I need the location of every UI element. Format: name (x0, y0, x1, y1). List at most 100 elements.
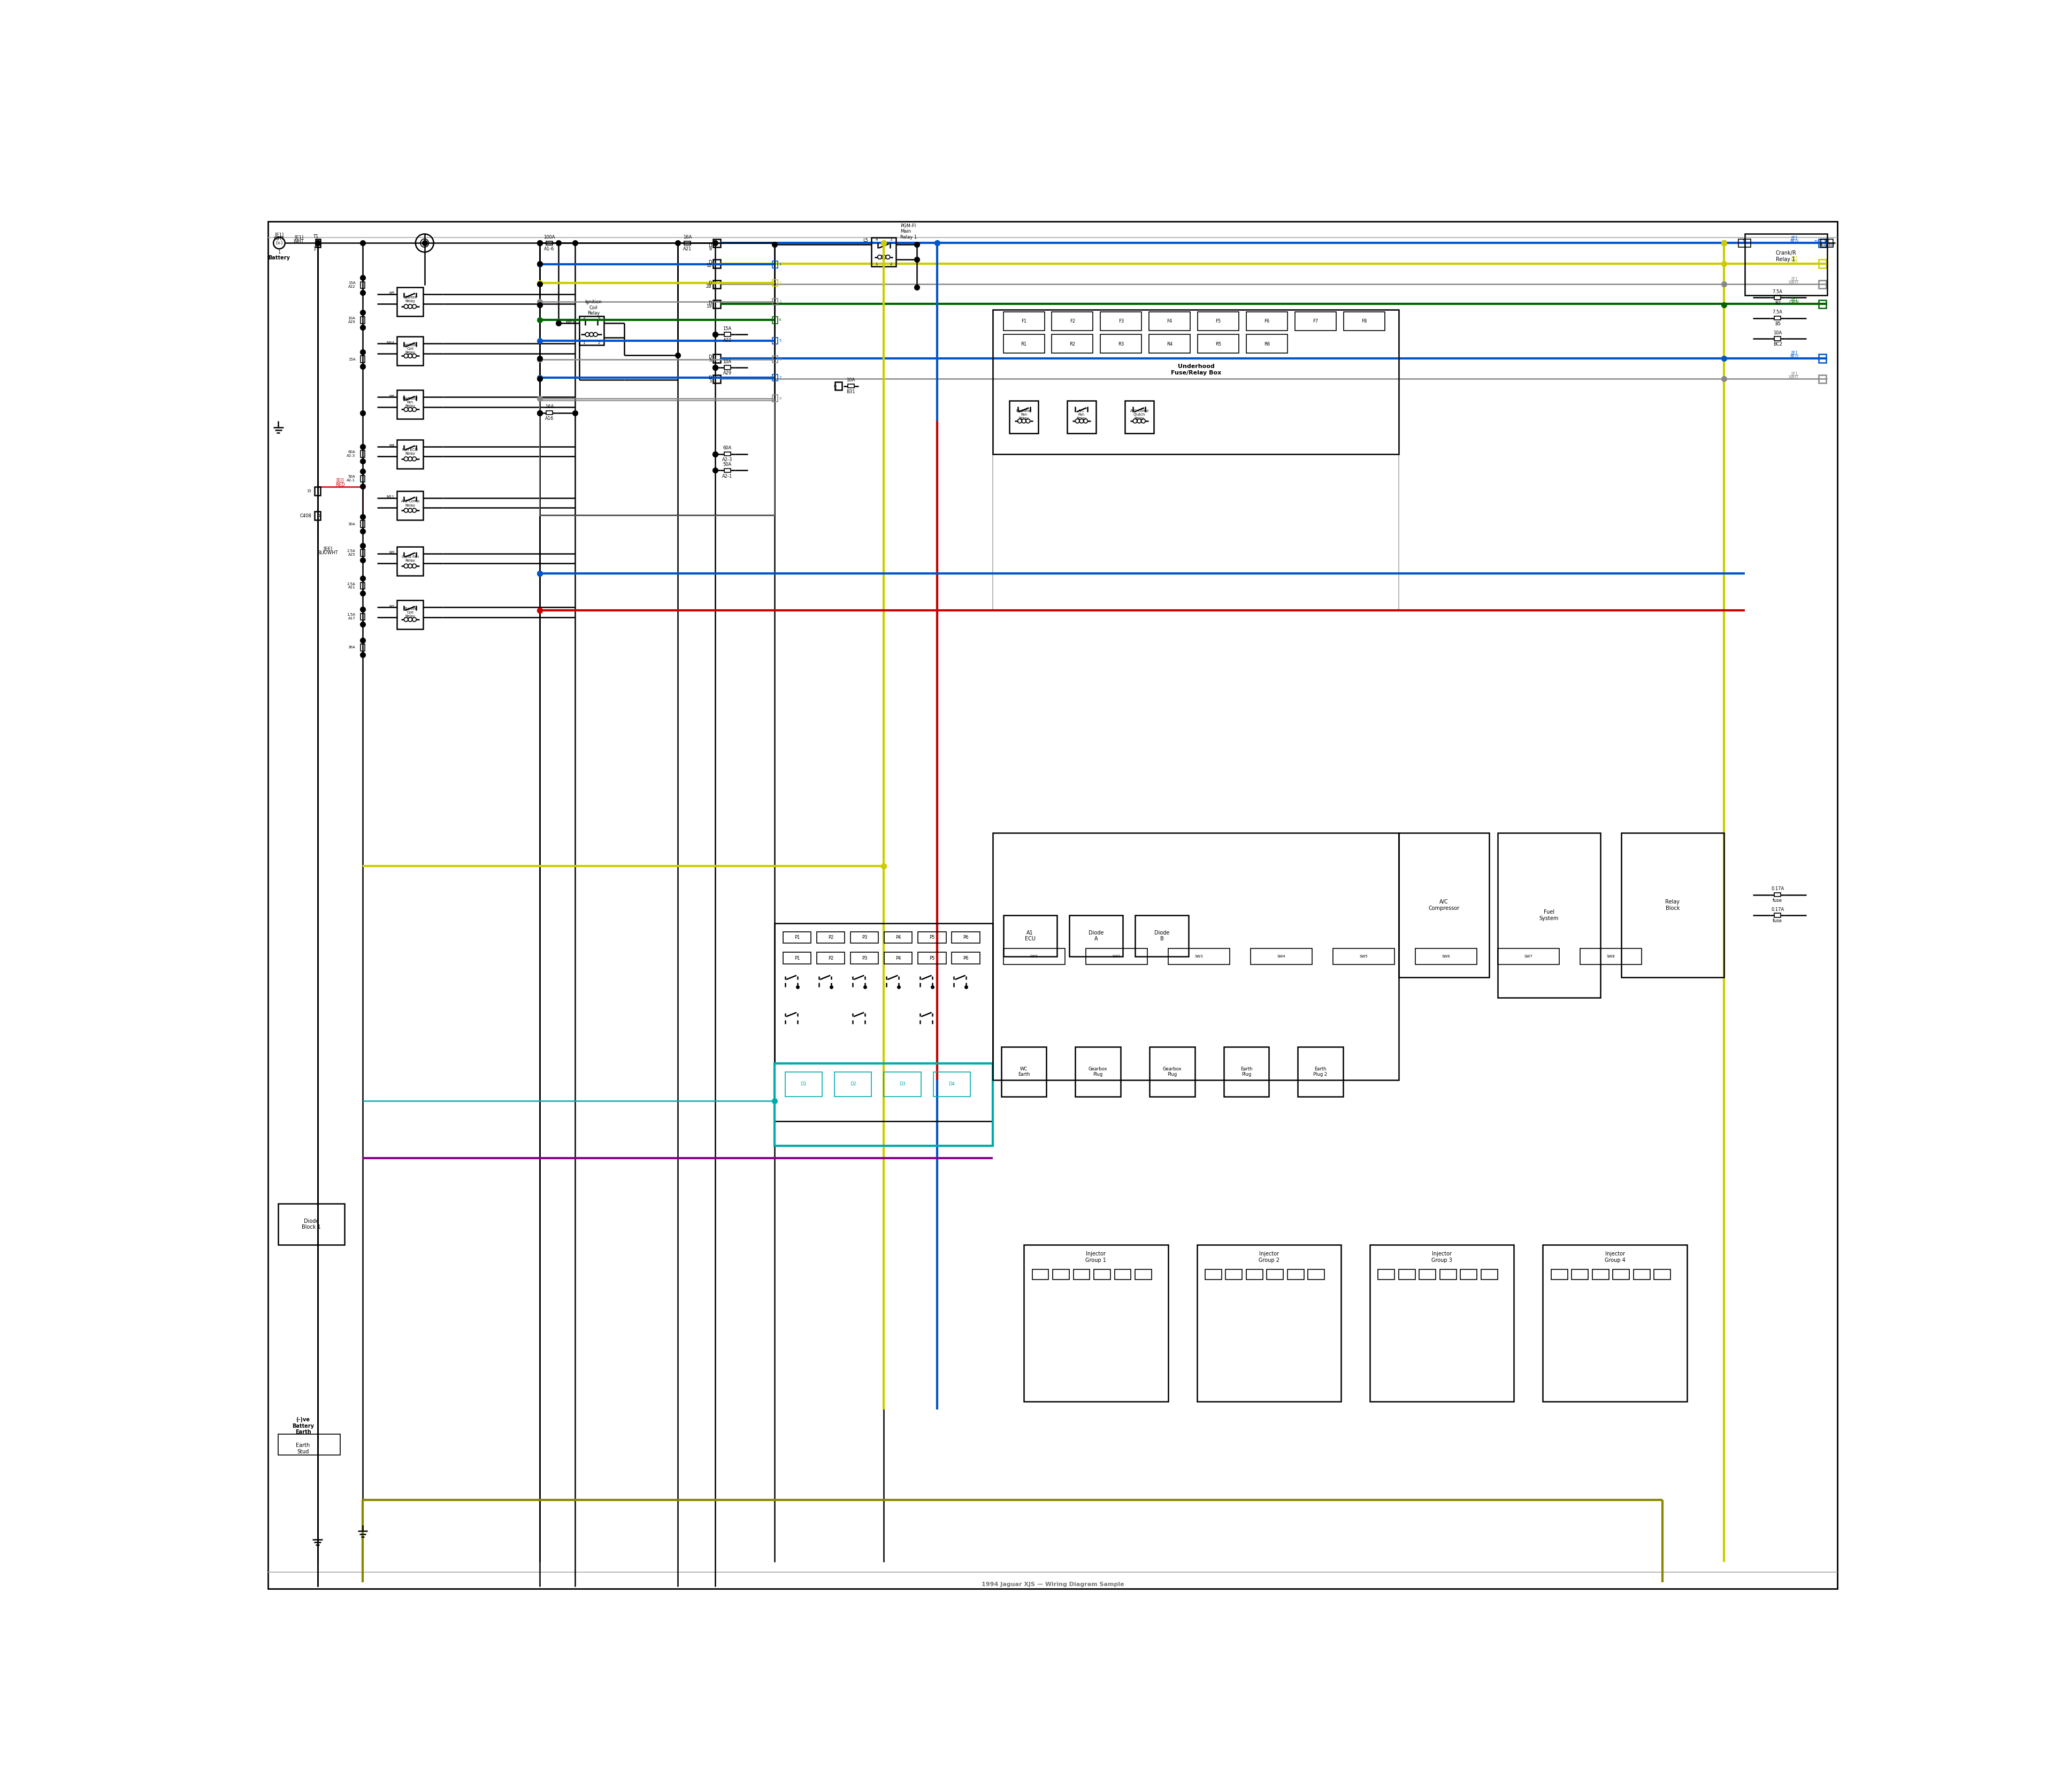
Text: Earth
Plug: Earth Plug (1241, 1066, 1253, 1077)
Text: 1: 1 (583, 340, 585, 344)
Text: 28: 28 (707, 283, 711, 289)
Bar (1101, 335, 1142, 353)
Bar (1818, 355, 1826, 362)
Text: [E]: [E] (1791, 351, 1797, 355)
Bar (316, 238, 320, 247)
Text: F7: F7 (1313, 319, 1319, 324)
Text: WHT: WHT (1789, 375, 1799, 380)
Text: 30A: 30A (347, 521, 355, 525)
Text: F4: F4 (1167, 319, 1173, 324)
Bar (1775, 337, 1781, 340)
Text: M44: M44 (565, 321, 575, 326)
Bar (1818, 260, 1826, 267)
Bar (1224, 1047, 1269, 1097)
Text: P1: P1 (795, 955, 799, 961)
Text: D: D (709, 260, 711, 265)
Text: A29: A29 (723, 371, 731, 376)
Text: 7.5A: 7.5A (1773, 289, 1783, 294)
Bar (918, 952, 947, 964)
Bar (774, 1063, 992, 1145)
Bar (772, 375, 778, 382)
Text: Gearbox
Plug: Gearbox Plug (1089, 1066, 1107, 1077)
Text: 16A: 16A (544, 405, 555, 409)
Text: SW8: SW8 (1606, 955, 1614, 959)
Bar (1197, 312, 1239, 330)
Text: 15A: 15A (723, 326, 731, 332)
Text: D3: D3 (900, 1082, 906, 1086)
Bar (1592, 1269, 1608, 1279)
Text: WHT: WHT (1789, 280, 1799, 285)
Text: A21: A21 (684, 247, 692, 251)
Text: Earth
Stud: Earth Stud (296, 1443, 310, 1455)
Text: BC2: BC2 (1773, 342, 1783, 348)
Text: D4: D4 (949, 1082, 955, 1086)
Bar (772, 317, 778, 323)
Text: 2.5A
A25: 2.5A A25 (347, 550, 355, 556)
Text: A/C
Compressor: A/C Compressor (1428, 900, 1460, 910)
Text: Fan ECO
Relay: Fan ECO Relay (403, 448, 417, 455)
Text: A1-6: A1-6 (544, 247, 555, 251)
Text: 1: 1 (312, 247, 316, 251)
Text: WHT: WHT (294, 238, 304, 244)
Text: D: D (1814, 240, 1818, 246)
Text: 100A: 100A (544, 235, 555, 240)
Text: 60A
A2-3: 60A A2-3 (347, 450, 355, 457)
Bar (850, 932, 879, 943)
Bar (1074, 1269, 1091, 1279)
Text: P4: P4 (896, 955, 902, 961)
Bar (396, 287, 423, 315)
Text: 10A: 10A (846, 378, 854, 383)
Text: Starter
Relay: Starter Relay (405, 296, 417, 303)
Bar (1148, 335, 1189, 353)
Text: A/C Comp
Relay: A/C Comp Relay (401, 500, 419, 507)
Text: 2: 2 (889, 263, 891, 265)
Bar (279, 1204, 345, 1245)
Bar (1571, 1269, 1588, 1279)
Bar (1775, 315, 1781, 321)
Bar (1298, 1047, 1343, 1097)
Text: Ignition
Coil
Relay: Ignition Coil Relay (403, 344, 417, 355)
Text: A/C Comp
Clutch
Relay: A/C Comp Clutch Relay (1130, 409, 1148, 419)
Text: P5: P5 (928, 955, 935, 961)
Bar (834, 1072, 871, 1097)
Bar (1251, 948, 1313, 964)
Text: Diode
B: Diode B (1154, 930, 1169, 941)
Text: 50A: 50A (723, 462, 731, 468)
Bar (1333, 948, 1395, 964)
Text: P2: P2 (828, 935, 834, 941)
Text: F1: F1 (1021, 319, 1027, 324)
Text: Injector
Group 4: Injector Group 4 (1604, 1251, 1625, 1263)
Text: [EJ]: [EJ] (337, 478, 343, 484)
Text: 0.17A: 0.17A (1771, 907, 1785, 912)
Text: 5: 5 (709, 358, 711, 362)
Text: (-)ve
Battery
Earth: (-)ve Battery Earth (292, 1417, 314, 1435)
Text: D: D (709, 281, 711, 285)
Text: RED: RED (335, 482, 345, 487)
Bar (579, 315, 604, 344)
Bar (540, 400, 774, 516)
Text: 8: 8 (778, 396, 781, 400)
Bar (850, 952, 879, 964)
Bar (1247, 1269, 1263, 1279)
Text: SW2: SW2 (1113, 955, 1121, 959)
Bar (1612, 1269, 1629, 1279)
Text: fuse: fuse (1773, 919, 1783, 923)
Text: F3: F3 (1117, 319, 1124, 324)
Bar (362, 281, 366, 289)
Bar (362, 645, 366, 650)
Text: A2-1: A2-1 (723, 473, 733, 478)
Text: BLU: BLU (1789, 238, 1799, 244)
Bar (362, 613, 366, 620)
Text: M11: M11 (386, 496, 394, 498)
Text: fuse: fuse (1773, 898, 1783, 903)
Text: R6: R6 (1263, 342, 1269, 346)
Bar (1247, 312, 1288, 330)
Text: P3: P3 (861, 935, 867, 941)
Bar (314, 487, 320, 495)
Bar (1653, 1269, 1670, 1279)
Bar (1115, 1269, 1132, 1279)
Text: WC
Earth: WC Earth (1019, 1066, 1029, 1077)
Text: 3: 3 (889, 238, 891, 242)
Text: 6: 6 (778, 358, 781, 360)
Text: A1
ECU: A1 ECU (1025, 930, 1035, 941)
